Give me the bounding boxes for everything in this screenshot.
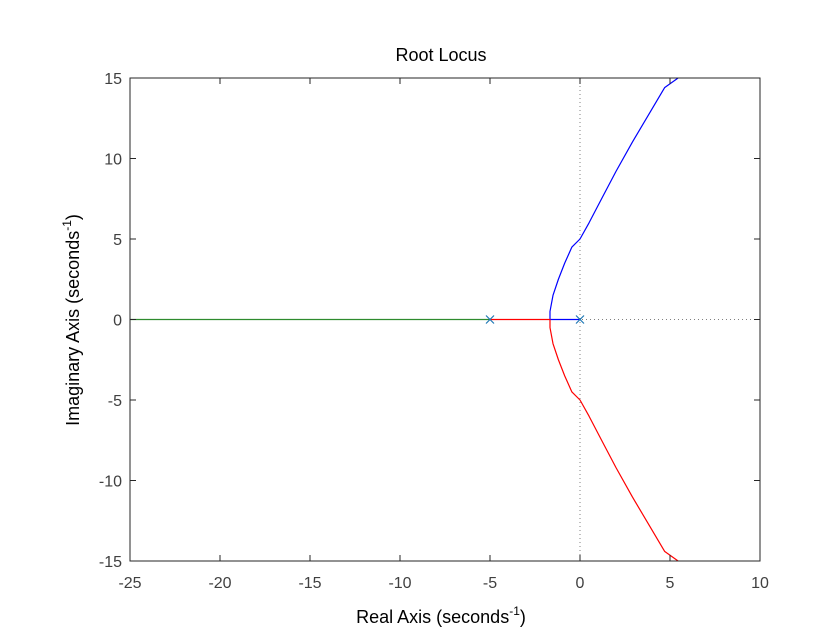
y-tick-label: -10 xyxy=(99,474,122,491)
pole-marker-1 xyxy=(485,315,495,324)
y-tick-label: 10 xyxy=(104,152,122,169)
x-tick-label: -5 xyxy=(483,575,497,592)
y-tick-label: -5 xyxy=(108,393,122,410)
y-tick-label: 15 xyxy=(104,71,122,88)
x-tick-label: 10 xyxy=(751,575,769,592)
locus-branch-2 xyxy=(490,318,679,561)
y-axis-title: Imaginary Axis (seconds-1) xyxy=(60,214,83,426)
pole-marker-2 xyxy=(575,315,585,324)
y-tick-label: -15 xyxy=(99,554,122,571)
y-tick-label: 0 xyxy=(113,313,122,330)
chart-title: Root Locus xyxy=(395,45,486,65)
x-tick-label: -10 xyxy=(388,575,411,592)
y-tick-label: 5 xyxy=(113,232,122,249)
x-axis-title: Real Axis (seconds-1) xyxy=(356,604,526,627)
x-tick-label: 0 xyxy=(576,575,585,592)
x-tick-label: -15 xyxy=(298,575,321,592)
locus-branch-1 xyxy=(549,78,679,321)
x-tick-label: -20 xyxy=(208,575,231,592)
x-tick-label: 5 xyxy=(666,575,675,592)
x-tick-label: -25 xyxy=(118,575,141,592)
